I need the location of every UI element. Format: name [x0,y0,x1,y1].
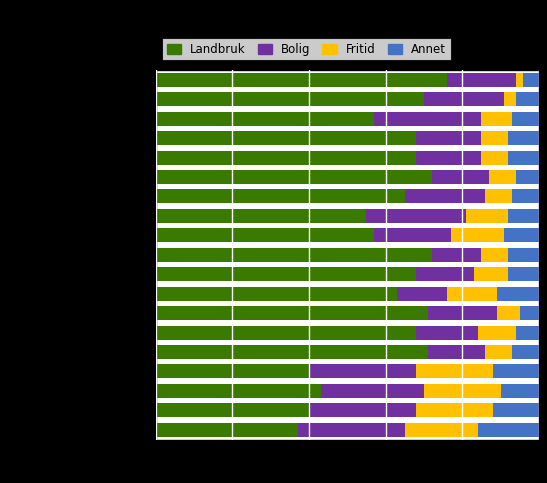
Bar [156,92,424,106]
Bar [516,92,539,106]
Bar [374,228,451,242]
Bar [309,403,416,417]
Bar [493,365,539,379]
Bar [493,403,539,417]
Bar [474,267,508,281]
Bar [416,365,493,379]
Bar [481,131,508,145]
Bar [156,345,428,359]
Bar [156,170,432,184]
Legend: Landbruk, Bolig, Fritid, Annet: Landbruk, Bolig, Fritid, Annet [162,38,451,60]
Bar [512,345,539,359]
Bar [405,189,485,203]
Bar [416,267,474,281]
Bar [405,423,478,437]
Bar [156,306,428,320]
Bar [481,248,508,262]
Bar [416,131,481,145]
Bar [156,131,416,145]
Bar [156,267,416,281]
Bar [156,228,374,242]
Bar [156,189,405,203]
Bar [156,287,397,301]
Bar [516,326,539,340]
Bar [156,365,309,379]
Bar [466,209,508,223]
Bar [512,189,539,203]
Bar [478,326,516,340]
Bar [485,345,512,359]
Bar [416,326,478,340]
Bar [424,384,501,398]
Bar [309,365,416,379]
Bar [428,345,485,359]
Bar [156,403,309,417]
Bar [374,112,481,126]
Bar [512,112,539,126]
Bar [508,267,539,281]
Bar [156,423,298,437]
Bar [156,112,374,126]
Bar [397,287,447,301]
Bar [447,287,497,301]
Bar [516,73,523,87]
Bar [481,151,508,165]
Bar [497,287,539,301]
Bar [156,384,321,398]
Bar [504,92,516,106]
Bar [428,306,497,320]
Bar [481,112,512,126]
Bar [298,423,405,437]
Bar [485,189,512,203]
Bar [321,384,424,398]
Bar [156,73,447,87]
Bar [156,151,416,165]
Bar [508,248,539,262]
Bar [432,170,489,184]
Bar [366,209,466,223]
Bar [156,326,416,340]
Bar [508,151,539,165]
Bar [520,306,539,320]
Bar [504,228,539,242]
Bar [489,170,516,184]
Bar [516,170,539,184]
Bar [451,228,504,242]
Bar [156,209,366,223]
Bar [447,73,516,87]
Bar [156,248,432,262]
Bar [478,423,539,437]
Bar [416,151,481,165]
Bar [523,73,539,87]
Bar [497,306,520,320]
Bar [416,403,493,417]
Bar [508,209,539,223]
Bar [508,131,539,145]
Bar [424,92,504,106]
Bar [501,384,539,398]
Bar [432,248,481,262]
